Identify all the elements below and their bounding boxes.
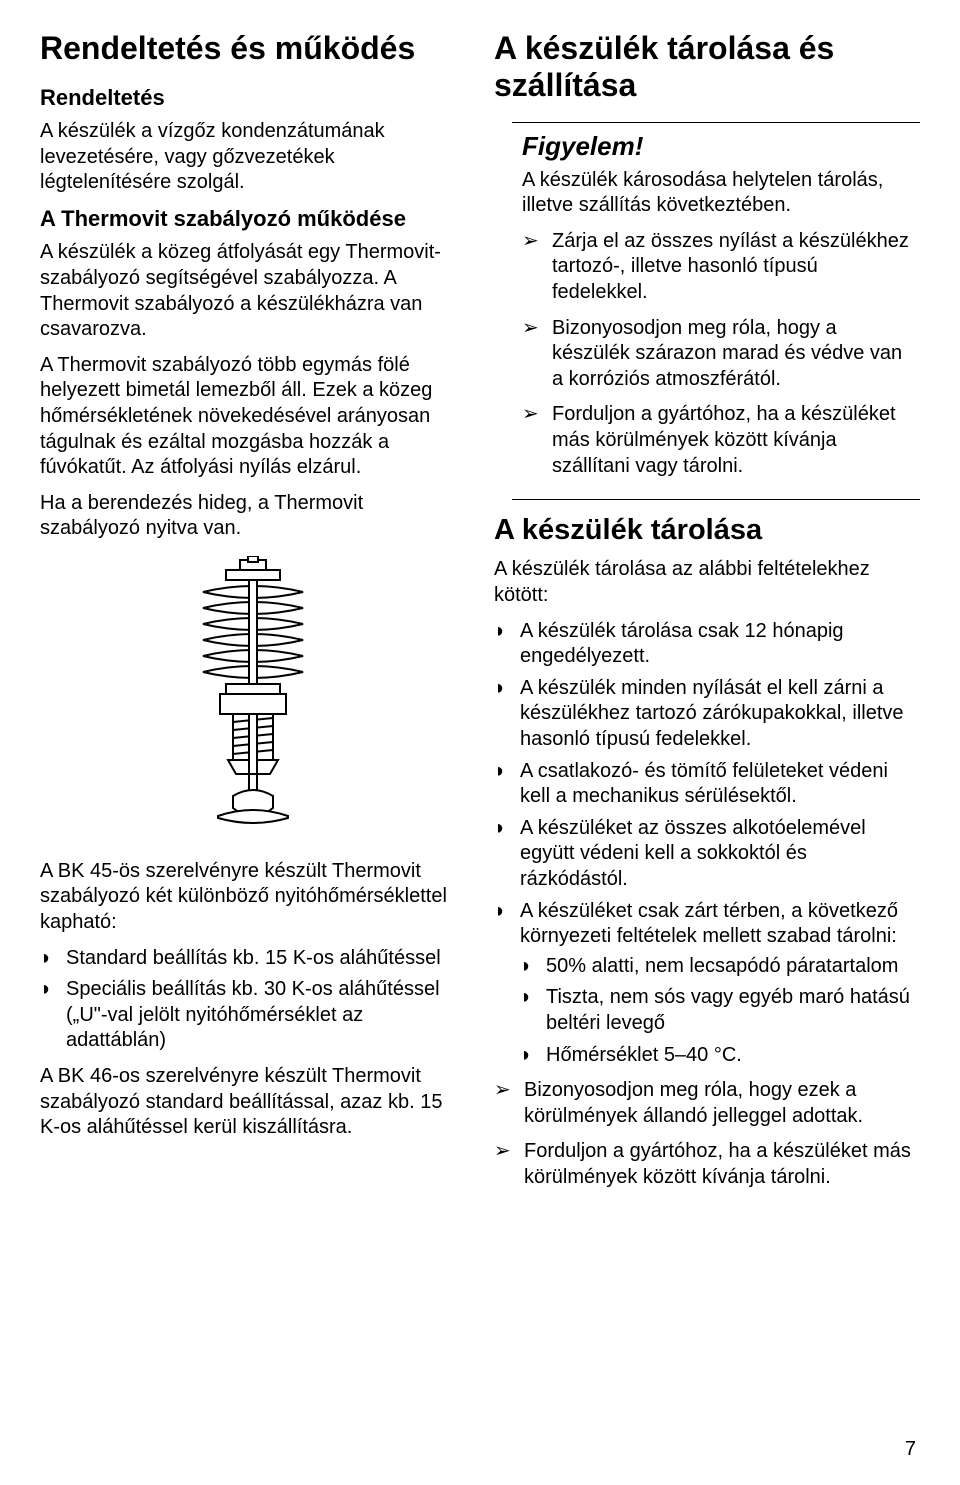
page-columns: Rendeltetés és működés Rendeltetés A kés… [40,30,920,1201]
right-heading: A készülék tárolása és szállítása [494,30,920,104]
storage-intro: A készülék tárolása az alábbi feltételek… [494,557,920,608]
storage-action-1: Bizonyosodjon meg róla, hogy ezek a körü… [494,1078,920,1129]
storage-item-2: A készülék minden nyílását el kell zárni… [494,676,920,753]
storage-item-1: A készülék tárolása csak 12 hónapig enge… [494,619,920,670]
para-bk46: A BK 46-os szerelvényre készült Thermovi… [40,1064,466,1141]
subheading-thermovit: A Thermovit szabályozó működése [40,206,466,232]
storage-sublist: 50% alatti, nem lecsapódó páratartalom T… [520,954,920,1068]
storage-action-2: Forduljon a gyártóhoz, ha a készüléket m… [494,1139,920,1190]
right-column: A készülék tárolása és szállítása Figyel… [494,30,920,1201]
thermovit-figure [40,556,466,841]
storage-item-5: A készüléket csak zárt térben, a követke… [494,899,920,1069]
storage-sub-3: Hőmérséklet 5–40 °C. [520,1043,920,1069]
para-thermovit-1: A készülék a közeg átfolyását egy Thermo… [40,240,466,342]
para-thermovit-3: Ha a berendezés hideg, a Thermovit szabá… [40,491,466,542]
bk45-item-standard: Standard beállítás kb. 15 K-os aláhűtéss… [40,946,466,972]
attention-list: Zárja el az összes nyílást a készülékhez… [522,229,910,479]
storage-sub-1: 50% alatti, nem lecsapódó páratartalom [520,954,920,980]
bk45-list: Standard beállítás kb. 15 K-os aláhűtéss… [40,946,466,1054]
attention-box: Figyelem! A készülék károsodása helytele… [512,122,920,501]
storage-item-5-text: A készüléket csak zárt térben, a követke… [520,900,898,948]
para-thermovit-2: A Thermovit szabályozó több egymás fölé … [40,353,466,481]
para-purpose: A készülék a vízgőz kondenzátumának leve… [40,119,466,196]
storage-item-3: A csatlakozó- és tömítő felületeket véde… [494,759,920,810]
storage-actions: Bizonyosodjon meg róla, hogy ezek a körü… [494,1078,920,1190]
bk45-item-special: Speciális beállítás kb. 30 K-os aláhűtés… [40,977,466,1054]
storage-item-4: A készüléket az összes alkotóelemével eg… [494,816,920,893]
page-number: 7 [905,1438,916,1461]
thermovit-diagram-icon [178,556,328,836]
para-bk45: A BK 45-ös szerelvényre készült Thermovi… [40,859,466,936]
subheading-rendeltetes: Rendeltetés [40,85,466,111]
storage-sub-2: Tiszta, nem sós vagy egyéb maró hatású b… [520,985,920,1036]
attention-title: Figyelem! [522,131,910,162]
storage-heading: A készülék tárolása [494,514,920,547]
left-heading: Rendeltetés és működés [40,30,466,67]
attention-item-3: Forduljon a gyártóhoz, ha a készüléket m… [522,402,910,479]
attention-item-2: Bizonyosodjon meg róla, hogy a készülék … [522,316,910,393]
attention-item-1: Zárja el az összes nyílást a készülékhez… [522,229,910,306]
storage-list: A készülék tárolása csak 12 hónapig enge… [494,619,920,1069]
left-column: Rendeltetés és működés Rendeltetés A kés… [40,30,466,1201]
attention-text: A készülék károsodása helytelen tárolás,… [522,168,910,219]
